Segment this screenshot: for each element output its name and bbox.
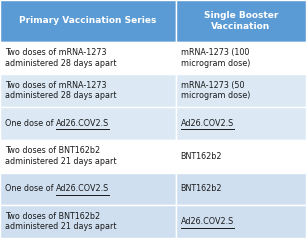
Text: Two doses of BNT162b2
administered 21 days apart: Two doses of BNT162b2 administered 21 da…: [5, 212, 116, 231]
Text: Two doses of BNT162b2
administered 21 days apart: Two doses of BNT162b2 administered 21 da…: [5, 146, 116, 166]
Text: Ad26.COV2.S: Ad26.COV2.S: [56, 119, 109, 128]
Text: Two doses of mRNA-1273
administered 28 days apart: Two doses of mRNA-1273 administered 28 d…: [5, 48, 116, 68]
Text: Two doses of mRNA-1273
administered 28 days apart: Two doses of mRNA-1273 administered 28 d…: [5, 81, 116, 100]
Text: Single Booster
Vaccination: Single Booster Vaccination: [204, 11, 278, 30]
Bar: [176, 140, 306, 173]
Text: One dose of: One dose of: [5, 119, 56, 128]
Bar: [0, 205, 176, 238]
Text: Primary Vaccination Series: Primary Vaccination Series: [19, 16, 157, 25]
Bar: [0, 173, 176, 205]
Text: Ad26.COV2.S: Ad26.COV2.S: [181, 119, 234, 128]
Text: Ad26.COV2.S: Ad26.COV2.S: [56, 184, 109, 193]
Text: BNT162b2: BNT162b2: [181, 152, 222, 161]
Bar: [176, 0, 306, 42]
Bar: [176, 74, 306, 107]
Text: BNT162b2: BNT162b2: [181, 184, 222, 193]
Bar: [0, 140, 176, 173]
Text: mRNA-1273 (100
microgram dose): mRNA-1273 (100 microgram dose): [181, 48, 250, 68]
Bar: [176, 107, 306, 140]
Bar: [0, 0, 176, 42]
Bar: [0, 107, 176, 140]
Bar: [0, 74, 176, 107]
Bar: [176, 205, 306, 238]
Bar: [0, 42, 176, 74]
Text: One dose of: One dose of: [5, 184, 56, 193]
Text: Ad26.COV2.S: Ad26.COV2.S: [181, 217, 234, 226]
Bar: [176, 42, 306, 74]
Bar: [176, 173, 306, 205]
Text: mRNA-1273 (50
microgram dose): mRNA-1273 (50 microgram dose): [181, 81, 250, 100]
